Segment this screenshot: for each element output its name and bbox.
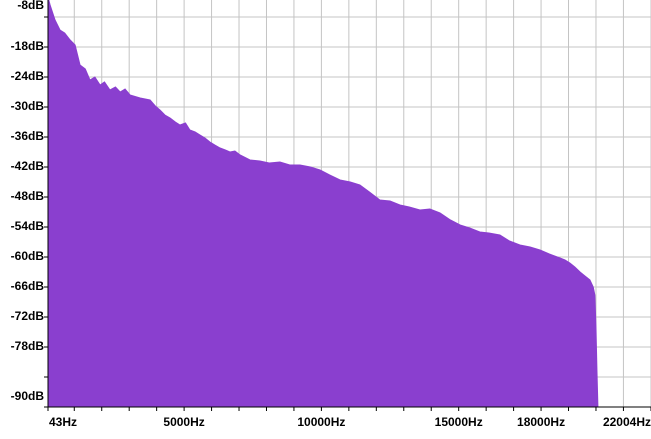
- y-tick-label: -78dB: [11, 339, 45, 353]
- y-tick-label: -8dB: [17, 0, 44, 12]
- y-tick-label: -42dB: [11, 159, 45, 173]
- y-tick-label: -90dB: [11, 389, 45, 403]
- y-tick-label: -54dB: [11, 219, 45, 233]
- spectrum-area: [47, 0, 599, 408]
- y-tick-label: -48dB: [11, 189, 45, 203]
- plot-area: [47, 0, 599, 408]
- y-tick-label: -66dB: [11, 279, 45, 293]
- y-tick-label: -18dB: [11, 39, 45, 53]
- y-tick-label: -60dB: [11, 249, 45, 263]
- x-tick-label: 18000Hz: [517, 415, 565, 429]
- axes: -8dB -18dB -24dB -30dB -36dB -42dB -48dB -54dB -…: [11, 0, 651, 429]
- y-tick-label: -72dB: [11, 309, 45, 323]
- x-tick-label: 43Hz: [49, 415, 77, 429]
- x-tick-label: 10000Hz: [297, 415, 345, 429]
- x-tick-label: 22004Hz: [603, 415, 651, 429]
- x-tick-label: 15000Hz: [435, 415, 483, 429]
- x-tick-label: 5000Hz: [163, 415, 204, 429]
- y-tick-label: -30dB: [11, 99, 45, 113]
- y-tick-label: -36dB: [11, 129, 45, 143]
- y-tick-label: -24dB: [11, 69, 45, 83]
